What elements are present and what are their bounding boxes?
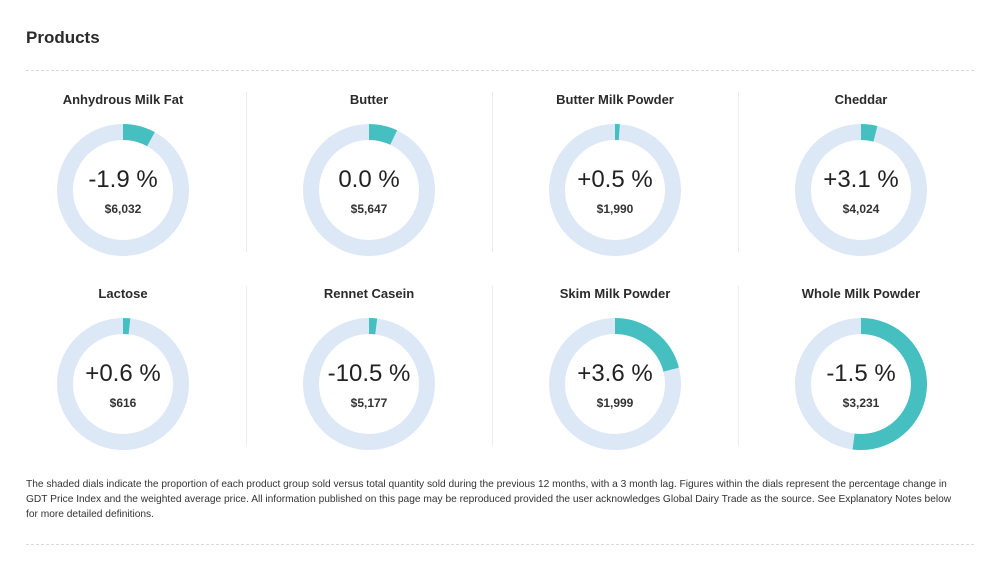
product-card-cheddar[interactable]: Cheddar +3.1 % $4,024: [738, 80, 984, 270]
product-card-whole-milk-powder[interactable]: Whole Milk Powder -1.5 % $3,231: [738, 274, 984, 464]
average-price: $1,990: [596, 202, 634, 216]
card-divider: [492, 92, 493, 252]
products-grid: Anhydrous Milk Fat -1.9 % $6,032 Butter …: [0, 80, 984, 460]
dial-ring: [57, 318, 189, 450]
product-card-anhydrous-milk-fat[interactable]: Anhydrous Milk Fat -1.9 % $6,032: [0, 80, 246, 270]
card-divider: [738, 92, 739, 252]
dial-ring: [795, 124, 927, 256]
dial-ring: [795, 318, 927, 450]
dial-ring: [303, 318, 435, 450]
product-dial: 0.0 % $5,647: [299, 120, 439, 260]
product-card-rennet-casein[interactable]: Rennet Casein -10.5 % $5,177: [246, 274, 492, 464]
product-name: Butter: [349, 92, 389, 107]
card-divider: [738, 286, 739, 446]
product-dial: -10.5 % $5,177: [299, 314, 439, 454]
price-change: +0.5 %: [577, 166, 653, 193]
price-change: +3.1 %: [823, 166, 899, 193]
average-price: $6,032: [104, 202, 142, 216]
card-divider: [246, 92, 247, 252]
dial-share-arc: [303, 124, 435, 256]
page-title: Products: [26, 28, 100, 47]
average-price: $3,231: [842, 396, 880, 410]
average-price: $5,647: [350, 202, 388, 216]
product-name: Cheddar: [834, 92, 888, 107]
product-dial: +0.5 % $1,990: [545, 120, 685, 260]
price-change: -10.5 %: [327, 360, 411, 387]
price-change: -1.9 %: [88, 166, 158, 193]
product-name: Lactose: [98, 286, 148, 301]
price-change: +0.6 %: [85, 360, 161, 387]
average-price: $616: [109, 396, 137, 410]
average-price: $4,024: [842, 202, 880, 216]
dial-share-arc: [549, 124, 681, 256]
product-card-skim-milk-powder[interactable]: Skim Milk Powder +3.6 % $1,999: [492, 274, 738, 464]
bottom-divider: [26, 544, 974, 545]
price-change: -1.5 %: [826, 360, 896, 387]
dial-ring: [57, 124, 189, 256]
dial-ring: [549, 124, 681, 256]
card-divider: [246, 286, 247, 446]
dial-share-arc: [57, 318, 189, 450]
price-change: 0.0 %: [338, 166, 400, 193]
card-divider: [492, 286, 493, 446]
price-change: +3.6 %: [577, 360, 653, 387]
dial-share-arc: [57, 124, 189, 256]
dial-ring: [549, 318, 681, 450]
product-dial: +3.1 % $4,024: [791, 120, 931, 260]
average-price: $1,999: [596, 396, 634, 410]
product-name: Skim Milk Powder: [559, 286, 671, 301]
footnote: The shaded dials indicate the proportion…: [26, 479, 952, 520]
product-name: Butter Milk Powder: [556, 92, 674, 107]
product-dial: -1.5 % $3,231: [791, 314, 931, 454]
product-dial: -1.9 % $6,032: [53, 120, 193, 260]
average-price: $5,177: [350, 396, 388, 410]
dial-share-arc: [795, 318, 927, 450]
product-name: Rennet Casein: [323, 286, 415, 301]
dial-ring: [303, 124, 435, 256]
dial-share-arc: [303, 318, 435, 450]
product-name: Anhydrous Milk Fat: [62, 92, 184, 107]
dial-share-arc: [795, 124, 927, 256]
product-dial: +0.6 % $616: [53, 314, 193, 454]
product-card-butter[interactable]: Butter 0.0 % $5,647: [246, 80, 492, 270]
product-card-butter-milk-powder[interactable]: Butter Milk Powder +0.5 % $1,990: [492, 80, 738, 270]
top-divider: [26, 70, 974, 71]
product-card-lactose[interactable]: Lactose +0.6 % $616: [0, 274, 246, 464]
dial-share-arc: [549, 318, 681, 450]
product-name: Whole Milk Powder: [801, 286, 921, 301]
product-dial: +3.6 % $1,999: [545, 314, 685, 454]
